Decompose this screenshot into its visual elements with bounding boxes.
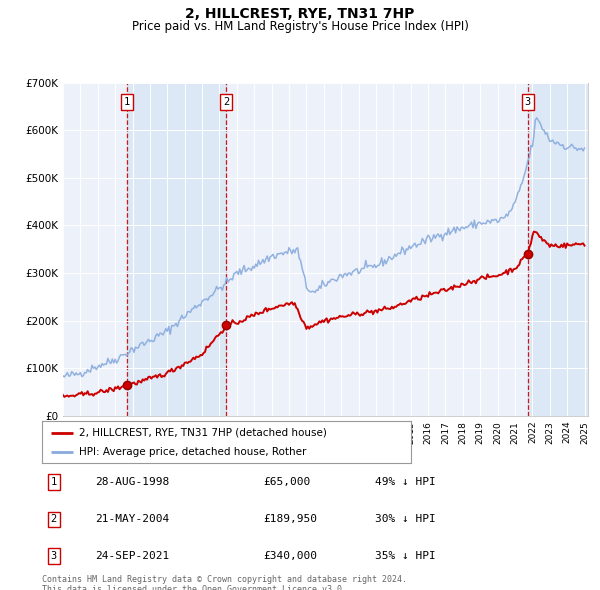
- Text: 49% ↓ HPI: 49% ↓ HPI: [374, 477, 436, 487]
- Text: £189,950: £189,950: [264, 514, 318, 525]
- Text: 3: 3: [50, 551, 57, 561]
- Text: 35% ↓ HPI: 35% ↓ HPI: [374, 551, 436, 561]
- Text: HPI: Average price, detached house, Rother: HPI: Average price, detached house, Roth…: [79, 447, 306, 457]
- Text: 3: 3: [524, 97, 531, 107]
- Text: 21-MAY-2004: 21-MAY-2004: [95, 514, 169, 525]
- Text: 2, HILLCREST, RYE, TN31 7HP (detached house): 2, HILLCREST, RYE, TN31 7HP (detached ho…: [79, 428, 327, 438]
- Text: £65,000: £65,000: [264, 477, 311, 487]
- Text: 1: 1: [124, 97, 130, 107]
- Text: £340,000: £340,000: [264, 551, 318, 561]
- Text: 30% ↓ HPI: 30% ↓ HPI: [374, 514, 436, 525]
- Text: Price paid vs. HM Land Registry's House Price Index (HPI): Price paid vs. HM Land Registry's House …: [131, 20, 469, 33]
- Text: 2: 2: [50, 514, 57, 525]
- Text: 28-AUG-1998: 28-AUG-1998: [95, 477, 169, 487]
- Bar: [527, 83, 588, 416]
- Text: 2: 2: [223, 97, 229, 107]
- Bar: [127, 83, 226, 416]
- Text: Contains HM Land Registry data © Crown copyright and database right 2024.
This d: Contains HM Land Registry data © Crown c…: [42, 575, 407, 590]
- Text: 2, HILLCREST, RYE, TN31 7HP: 2, HILLCREST, RYE, TN31 7HP: [185, 7, 415, 21]
- Text: 1: 1: [50, 477, 57, 487]
- Text: 24-SEP-2021: 24-SEP-2021: [95, 551, 169, 561]
